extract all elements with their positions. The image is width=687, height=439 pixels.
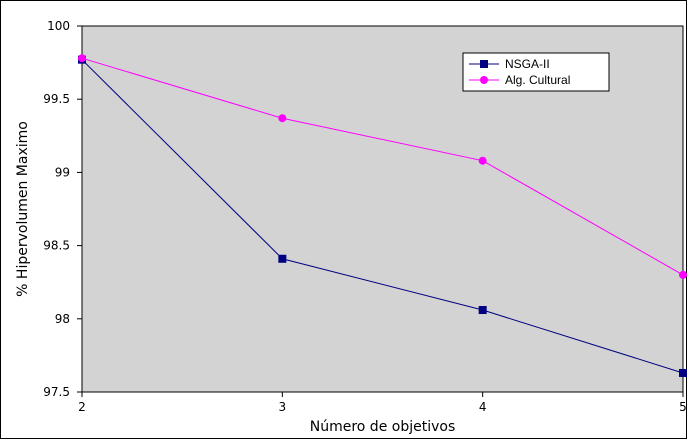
series-line-1 [81,59,684,374]
data-point [278,114,287,123]
y-tick-label: 98.5 [43,239,70,253]
data-point [478,156,487,165]
legend-marker [480,76,488,84]
series-group [78,54,687,377]
legend-label: Alg. Cultural [505,73,570,87]
y-tick-label: 99.5 [43,92,70,106]
y-tick-label: 100 [47,19,70,33]
x-tick-label: 3 [279,400,287,414]
x-axis-title: Número de objetivos [310,419,456,435]
data-point [478,306,487,315]
y-tick-label: 99 [55,165,70,179]
legend-box [462,52,610,92]
x-tick-label: 2 [78,400,86,414]
data-point [679,368,687,377]
legend-label: NSGA-II [505,57,550,71]
y-tick-label: 98 [55,312,70,326]
x-tick-label: 4 [479,400,487,414]
y-tick-label: 97.5 [43,385,70,399]
y-axis-title: % Hipervolumen Maximo [15,121,31,297]
x-tick-label: 5 [679,400,687,414]
data-point [278,254,287,263]
legend: NSGA-II Alg. Cultural [462,52,610,92]
series-line-2 [81,57,684,276]
x-axis: 2 3 4 5 [78,392,687,414]
legend-marker [480,60,488,68]
data-point [78,54,86,63]
data-point [679,270,687,279]
y-axis: 97.5 98 98.5 99 99.5 100 [43,19,82,399]
